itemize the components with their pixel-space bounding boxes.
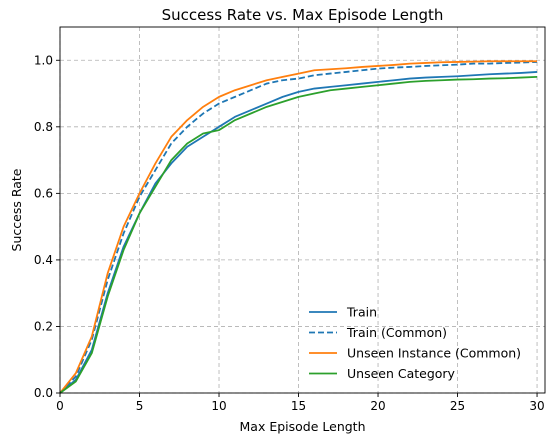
y-axis-label: Success Rate bbox=[9, 168, 24, 251]
legend-label-1: Train (Common) bbox=[346, 325, 447, 340]
x-tick-label-3: 15 bbox=[291, 399, 306, 413]
legend-label-2: Unseen Instance (Common) bbox=[347, 346, 521, 361]
y-tick-label-0: 0.0 bbox=[34, 386, 53, 400]
x-tick-label-1: 5 bbox=[136, 399, 144, 413]
legend-label-3: Unseen Category bbox=[347, 366, 456, 381]
y-tick-label-2: 0.4 bbox=[34, 253, 53, 267]
x-tick-label-0: 0 bbox=[56, 399, 64, 413]
x-tick-label-6: 30 bbox=[529, 399, 544, 413]
axis-ticks: 0 5 10 15 20 25 30 0.0 0.2 0.4 0.6 0.8 1.0 bbox=[34, 53, 545, 413]
y-tick-label-3: 0.6 bbox=[34, 186, 53, 200]
y-tick-label-1: 0.2 bbox=[34, 319, 53, 333]
legend-label-0: Train bbox=[346, 305, 377, 320]
y-tick-label-4: 0.8 bbox=[34, 120, 53, 134]
x-axis-label: Max Episode Length bbox=[240, 419, 366, 434]
series-lines bbox=[59, 60, 538, 394]
y-tick-label-5: 1.0 bbox=[34, 53, 53, 67]
plot-frame bbox=[59, 26, 546, 394]
series-line-3 bbox=[59, 76, 538, 394]
x-tick-label-5: 25 bbox=[450, 399, 465, 413]
x-tick-label-4: 20 bbox=[370, 399, 385, 413]
x-tick-label-2: 10 bbox=[211, 399, 226, 413]
legend: Train Train (Common) Unseen Instance (Comm… bbox=[309, 305, 521, 381]
chart-title: Success Rate vs. Max Episode Length bbox=[162, 6, 444, 24]
series-line-2 bbox=[59, 60, 538, 394]
